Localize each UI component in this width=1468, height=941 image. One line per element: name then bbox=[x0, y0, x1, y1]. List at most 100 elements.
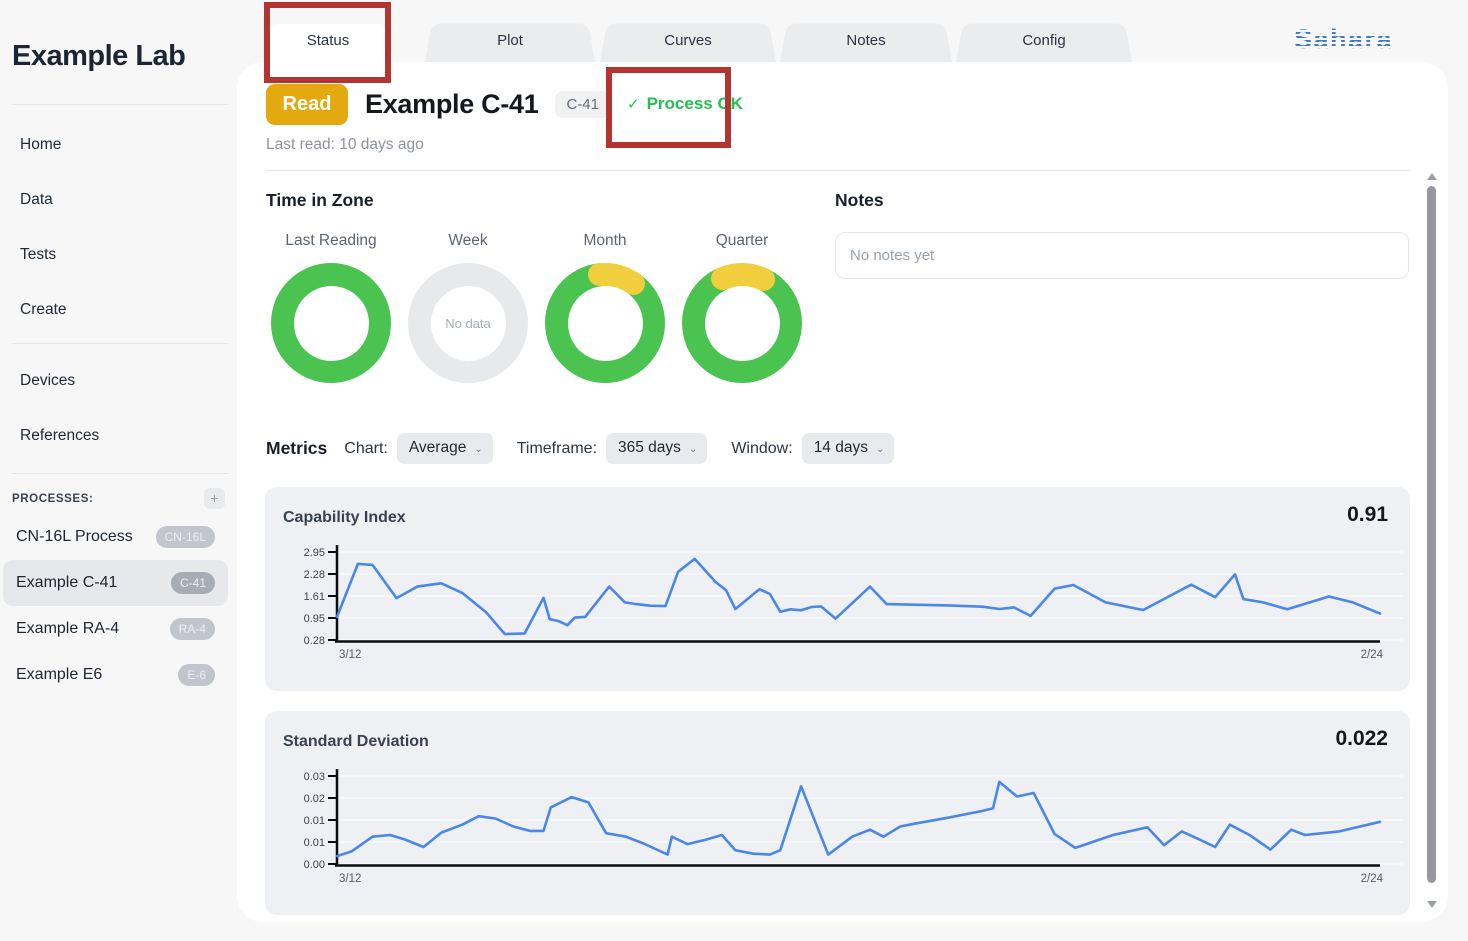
sidebar-item-tests[interactable]: Tests bbox=[20, 246, 57, 263]
tab-notes[interactable]: Notes bbox=[780, 20, 952, 62]
process-name: CN-16L Process bbox=[16, 528, 133, 545]
process-badge: C-41 bbox=[170, 572, 215, 594]
dropdown-value: 365 days bbox=[618, 439, 681, 456]
donut-hole: No data bbox=[430, 285, 506, 361]
sidebar-item-devices[interactable]: Devices bbox=[20, 372, 76, 389]
metric-label-window: Window: bbox=[731, 439, 793, 457]
svg-text:2.28: 2.28 bbox=[304, 569, 325, 581]
svg-text:1.61: 1.61 bbox=[304, 591, 325, 603]
process-list: CN-16L Process CN-16L Example C-41 C-41 Exam… bbox=[3, 514, 228, 698]
nav-primary: Home Data Tests Create bbox=[0, 117, 237, 337]
donut-hole bbox=[567, 285, 643, 361]
dropdown-chart[interactable]: Average ⌄ bbox=[396, 433, 493, 464]
tab-label: Plot bbox=[497, 32, 523, 49]
tab-label: Curves bbox=[664, 32, 712, 49]
process-row-c-41[interactable]: Example C-41 C-41 bbox=[3, 560, 228, 606]
scrollbar-thumb[interactable] bbox=[1427, 186, 1436, 883]
tab-label: Config bbox=[1022, 32, 1066, 49]
sidebar-item-data[interactable]: Data bbox=[20, 191, 53, 208]
processes-heading: PROCESSES: bbox=[12, 492, 94, 505]
process-badge: CN-16L bbox=[155, 526, 215, 548]
no-data-text: No data bbox=[445, 315, 491, 331]
process-status: ✓ Process OK bbox=[627, 94, 743, 114]
donut-arc-cap bbox=[588, 263, 612, 287]
process-name: Example E6 bbox=[16, 666, 103, 683]
dropdown-value: 14 days bbox=[813, 439, 868, 456]
svg-text:0.02: 0.02 bbox=[304, 793, 325, 805]
tab-label: Status bbox=[306, 32, 350, 49]
chart-card-standard-deviation: Standard Deviation 0.022 0.03 0.02 0.01 0.01 0… bbox=[265, 711, 1410, 915]
donut-label: Week bbox=[448, 232, 488, 249]
tab-status[interactable]: Status bbox=[263, 20, 393, 64]
header-row: Read Example C-41 C-41 ✓ Process OK bbox=[266, 83, 743, 125]
tab-curves[interactable]: Curves bbox=[600, 20, 776, 62]
page-title: Example C-41 bbox=[365, 88, 539, 119]
svg-text:0.01: 0.01 bbox=[304, 837, 325, 849]
donut-arc-cap bbox=[622, 272, 645, 296]
tab-plot[interactable]: Plot bbox=[425, 20, 595, 62]
tab-label: Notes bbox=[846, 32, 886, 49]
notes-heading: Notes bbox=[835, 190, 884, 210]
donut-label: Quarter bbox=[715, 232, 769, 249]
scrollbar-down-icon[interactable] bbox=[1427, 901, 1437, 908]
check-icon: ✓ bbox=[627, 96, 640, 113]
sidebar: Example Lab Home Data Tests Create Devices R… bbox=[0, 0, 237, 941]
time-in-zone-item: Month bbox=[545, 232, 665, 383]
scrollbar bbox=[1426, 171, 1438, 917]
line-series bbox=[335, 780, 1382, 858]
sidebar-divider bbox=[12, 343, 228, 344]
metrics-heading: Metrics bbox=[266, 438, 328, 458]
donut-label: Last Reading bbox=[285, 232, 377, 249]
sidebar-item-home[interactable]: Home bbox=[20, 136, 62, 153]
dropdown-timeframe[interactable]: 365 days ⌄ bbox=[606, 433, 708, 464]
header-divider bbox=[266, 170, 1410, 171]
donut-chart-last-reading bbox=[271, 263, 391, 383]
process-status-text: Process OK bbox=[646, 94, 743, 113]
donut-arc-cap bbox=[751, 267, 775, 291]
notes-input[interactable]: No notes yet bbox=[835, 232, 1409, 279]
lab-title: Example Lab bbox=[12, 40, 186, 72]
processes-header: PROCESSES: + bbox=[12, 488, 225, 509]
sidebar-item-create[interactable]: Create bbox=[20, 301, 67, 318]
dropdown-value: Average bbox=[408, 439, 467, 456]
chevron-down-icon: ⌄ bbox=[875, 443, 885, 455]
chart-title: Capability Index bbox=[283, 509, 406, 526]
metrics-toolbar: Metrics Chart: Average ⌄ Timeframe: 365 days… bbox=[266, 433, 918, 464]
chart-title: Standard Deviation bbox=[283, 733, 429, 750]
chart-stat-value: 0.91 bbox=[1347, 503, 1388, 526]
time-in-zone-section: Time in Zone Last Reading Week No data Mont… bbox=[266, 190, 802, 383]
sidebar-item-references[interactable]: References bbox=[20, 427, 100, 444]
process-row-ra-4[interactable]: Example RA-4 RA-4 bbox=[3, 606, 228, 652]
read-button[interactable]: Read bbox=[266, 83, 348, 125]
svg-text:0.00: 0.00 bbox=[304, 859, 325, 871]
sahara-logo: Sahara bbox=[1294, 24, 1394, 55]
add-process-button[interactable]: + bbox=[204, 488, 225, 509]
svg-text:0.95: 0.95 bbox=[304, 613, 325, 625]
sidebar-divider bbox=[12, 473, 228, 474]
process-badge: E-6 bbox=[178, 664, 215, 686]
chevron-down-icon: ⌄ bbox=[688, 443, 698, 455]
time-in-zone-item: Last Reading bbox=[271, 232, 391, 383]
process-row-e-6[interactable]: Example E6 E-6 bbox=[3, 652, 228, 698]
donut-label: Month bbox=[583, 232, 627, 249]
line-chart: 2.95 2.28 1.61 0.95 0.28 3/12 2/24 bbox=[304, 545, 1403, 661]
svg-text:0.28: 0.28 bbox=[304, 635, 325, 647]
tab-bar: Status Plot Curves Notes Config bbox=[0, 0, 1468, 64]
line-series bbox=[335, 557, 1382, 636]
main-content-card: Read Example C-41 C-41 ✓ Process OK Last… bbox=[237, 62, 1448, 922]
scrollbar-up-icon[interactable] bbox=[1427, 173, 1437, 180]
donut-arc-cap bbox=[710, 267, 734, 291]
chevron-down-icon: ⌄ bbox=[474, 443, 483, 455]
donut-hole bbox=[704, 285, 780, 361]
process-row-cn-16l[interactable]: CN-16L Process CN-16L bbox=[3, 514, 228, 560]
nav-secondary: Devices References bbox=[0, 353, 237, 463]
metric-label-timeframe: Timeframe: bbox=[516, 439, 598, 457]
time-in-zone-item: Week No data bbox=[408, 232, 528, 383]
notes-section: Notes No notes yet bbox=[835, 190, 1409, 279]
svg-text:2/24: 2/24 bbox=[1361, 649, 1384, 661]
tab-config[interactable]: Config bbox=[956, 20, 1132, 62]
dropdown-window[interactable]: 14 days ⌄ bbox=[801, 433, 895, 464]
time-in-zone-heading: Time in Zone bbox=[266, 190, 374, 210]
svg-text:3/12: 3/12 bbox=[339, 649, 361, 661]
line-chart: 0.03 0.02 0.01 0.01 0.00 3/12 2/24 bbox=[304, 769, 1403, 885]
